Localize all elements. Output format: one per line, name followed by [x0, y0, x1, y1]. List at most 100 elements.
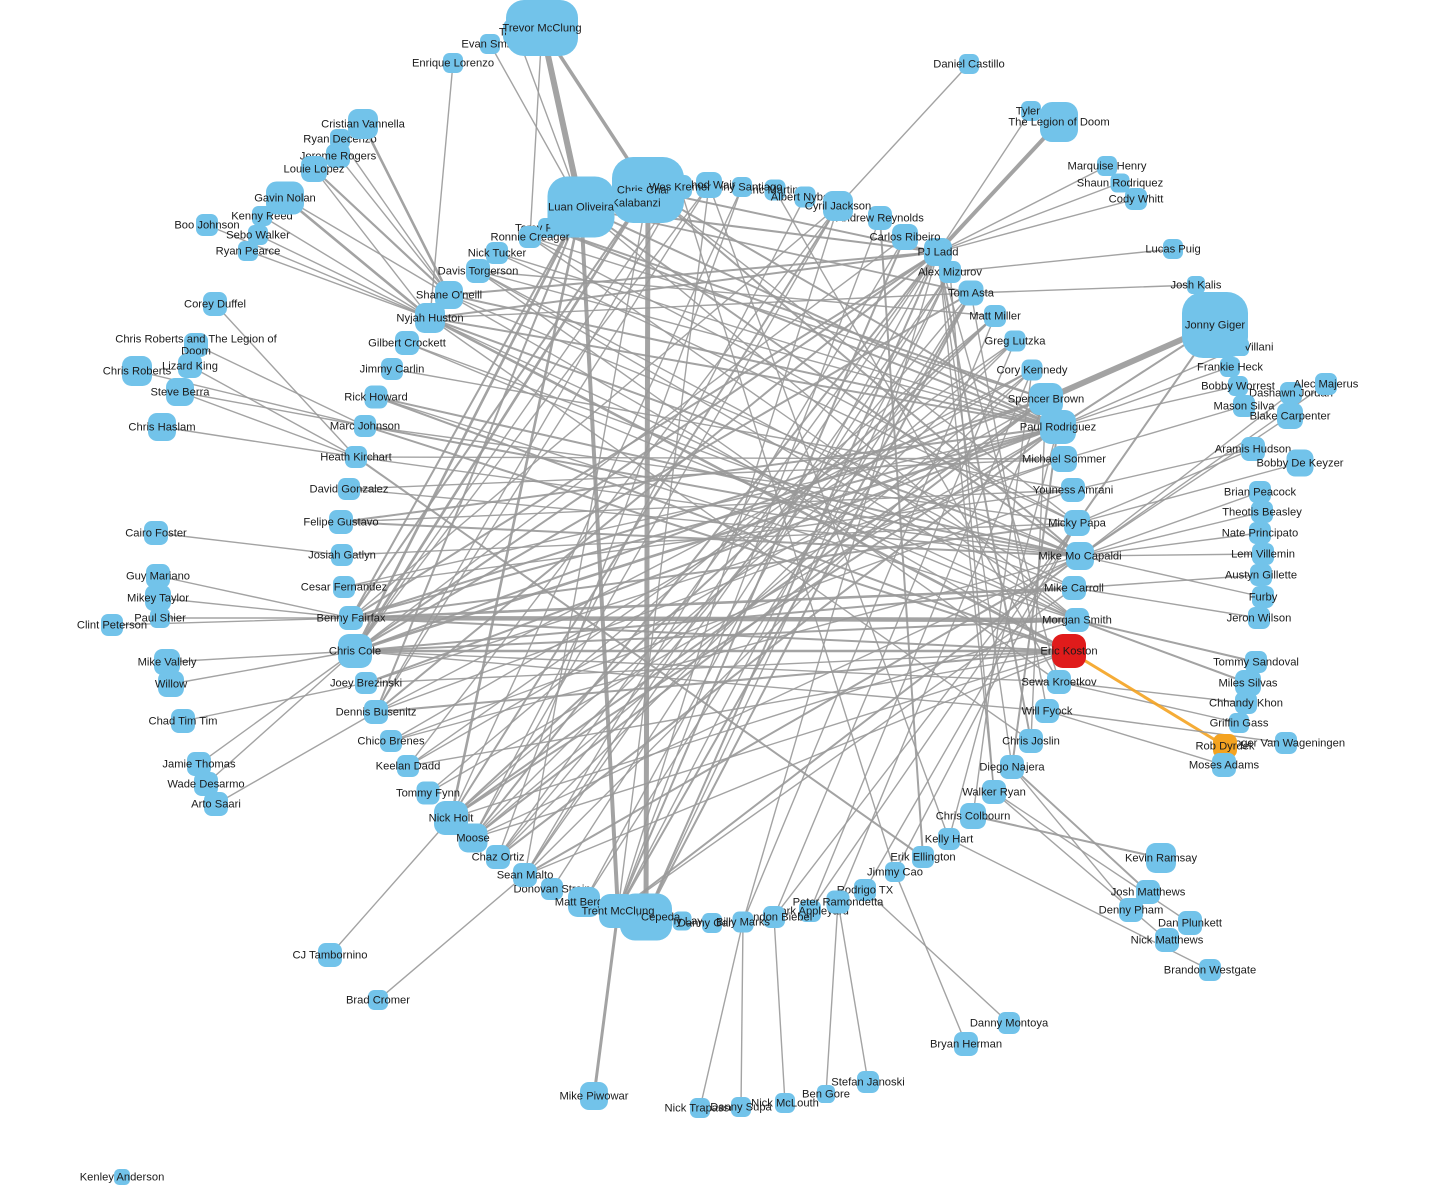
node-lem-villemin[interactable] [1252, 543, 1274, 565]
node-josiah-gatlyn[interactable] [331, 544, 353, 566]
node-marc-johnson[interactable] [354, 415, 376, 437]
node-nick-trapasso[interactable] [690, 1098, 710, 1118]
node-brian-peacock[interactable] [1249, 481, 1271, 503]
node-ishod-wair[interactable] [696, 172, 722, 198]
node-josh-matthews[interactable] [1136, 880, 1160, 904]
node-shaun-rodriquez[interactable] [1110, 173, 1130, 193]
node-blake-carpenter[interactable] [1277, 403, 1303, 429]
node-youness-amrani[interactable] [1061, 478, 1085, 502]
node-peter-ramondetta[interactable] [826, 890, 850, 914]
node-sewa-kroetkov[interactable] [1047, 670, 1071, 694]
node-bobby-worrest[interactable] [1228, 376, 1248, 396]
node-tommy-sandoval[interactable] [1245, 651, 1267, 673]
node-morgan-smith[interactable] [1065, 608, 1089, 632]
node-mike-piwowar[interactable] [580, 1082, 608, 1110]
node-lizard-king[interactable] [178, 354, 202, 378]
node-greg-lutzka[interactable] [1004, 330, 1026, 352]
node-griffin-gass[interactable] [1229, 713, 1249, 733]
node-boo-johnson[interactable] [196, 214, 218, 236]
node-jeron-wilson[interactable] [1248, 607, 1270, 629]
node-dashawn-jordan[interactable] [1280, 382, 1302, 404]
node-nick-tucker[interactable] [486, 242, 508, 264]
node-marquise-henry[interactable] [1097, 156, 1117, 176]
node-matt-berger[interactable] [568, 887, 600, 917]
node-wes-kremer[interactable] [668, 175, 692, 199]
node-theotis-beasley[interactable] [1251, 501, 1273, 523]
node-ryan-pearce[interactable] [238, 241, 258, 261]
node-kelly-hart[interactable] [938, 828, 960, 850]
node-eric-martina[interactable] [764, 179, 786, 201]
node-mike-vallely[interactable] [154, 649, 180, 675]
node-chris-joslin[interactable] [1019, 729, 1043, 753]
node-paul-rodriguez[interactable] [1040, 410, 1076, 444]
node-brandon-westgate[interactable] [1199, 959, 1221, 981]
node-arto-saari[interactable] [204, 792, 228, 816]
node-stefan-janoski[interactable] [857, 1071, 879, 1093]
node-pj-ladd[interactable] [924, 238, 952, 266]
node-jimmy-cao[interactable] [885, 862, 905, 882]
node-aramis-hudson[interactable] [1241, 437, 1265, 461]
node-cristian-vannella[interactable] [348, 109, 378, 139]
node-nick-matthews[interactable] [1155, 928, 1179, 952]
node-chris-haslam[interactable] [148, 413, 176, 441]
node-rick-howard[interactable] [364, 385, 388, 409]
node-gavin-nolan[interactable] [266, 181, 304, 215]
node-matt-miller[interactable] [984, 305, 1006, 327]
node-kevin-ramsay[interactable] [1146, 843, 1176, 873]
node-roger-van-wageningen[interactable] [1275, 732, 1297, 754]
node-trevor-mcclung[interactable] [506, 0, 578, 56]
node-furby[interactable] [1252, 586, 1274, 608]
node-johnny-layton[interactable] [672, 911, 692, 931]
node-mark-appleyard[interactable] [799, 900, 821, 922]
node-cyril-jackson[interactable] [823, 191, 853, 221]
node-wade-desarmo[interactable] [194, 772, 218, 796]
node-gilbert-crockett[interactable] [395, 331, 419, 355]
node-kenny-reed[interactable] [252, 206, 272, 226]
node-luan-oliveira[interactable] [547, 176, 615, 238]
node-nick-mclouth[interactable] [775, 1093, 795, 1113]
node-chris-colbourn[interactable] [960, 803, 986, 829]
node-chris-roberts[interactable] [122, 356, 152, 386]
node-trent-mcclung[interactable] [599, 894, 637, 928]
node-will-fyock[interactable] [1035, 699, 1059, 723]
node-alec-majerus[interactable] [1315, 373, 1337, 395]
node-cody-whitt[interactable] [1125, 188, 1147, 210]
node-andrew-reynolds[interactable] [868, 206, 892, 230]
node-rob-dyrdek[interactable] [1213, 734, 1237, 758]
node-sebo-walker[interactable] [248, 225, 268, 245]
node-cory-kennedy[interactable] [1021, 359, 1043, 381]
node-jereme-rogers[interactable] [326, 144, 350, 168]
node-david-gonzalez[interactable] [338, 478, 360, 500]
node-chris-roberts-and-the-legion-of-doom[interactable] [184, 333, 208, 357]
node-louie-lopez[interactable] [301, 156, 327, 182]
node-kalabanzi[interactable] [624, 191, 648, 215]
node-micky-papa[interactable] [1064, 510, 1090, 536]
node-lucas-puig[interactable] [1163, 239, 1183, 259]
node-walker-ryan[interactable] [982, 780, 1006, 804]
node-carlos-ribeiro[interactable] [892, 224, 918, 250]
node-josh-kalis[interactable] [1187, 276, 1205, 294]
node-bobby-de-keyzer[interactable] [1286, 449, 1314, 477]
node-mason-silva[interactable] [1233, 395, 1255, 417]
node-davis-torgerson[interactable] [466, 259, 490, 283]
node-chaz-ortiz[interactable] [486, 845, 510, 869]
node-corey-duffel[interactable] [203, 292, 227, 316]
node-evan-smith[interactable] [480, 34, 500, 54]
node-tyler-i[interactable] [1021, 101, 1041, 121]
node-chico-brenes[interactable] [380, 730, 402, 752]
node-clint-peterson[interactable] [101, 614, 123, 636]
node-nate-principato[interactable] [1249, 522, 1271, 544]
node-nick-holt[interactable] [434, 801, 468, 835]
node-enrique-lorenzo[interactable] [443, 53, 463, 73]
node-mike-mo-capaldi[interactable] [1066, 542, 1094, 570]
node-mike-carroll[interactable] [1062, 576, 1086, 600]
node-ronnie-creager[interactable] [519, 226, 541, 248]
node-felipe-gustavo[interactable] [329, 510, 353, 534]
node-shane-o-neill[interactable] [435, 281, 463, 309]
node-brandon-biebel[interactable] [763, 906, 785, 928]
node-spencer-brown[interactable] [1029, 383, 1063, 415]
node-joey-brezinski[interactable] [355, 672, 377, 694]
node-chhandy-khon[interactable] [1235, 692, 1257, 714]
node-jamie-thomas[interactable] [187, 752, 211, 776]
node-danny-supa[interactable] [731, 1097, 751, 1117]
